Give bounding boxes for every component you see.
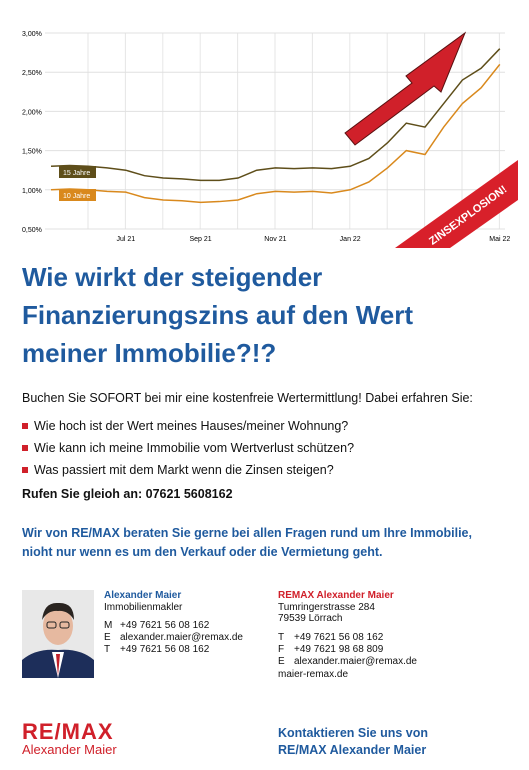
arrow — [344, 31, 467, 146]
x-tick-label: Sep 21 — [190, 236, 212, 243]
y-tick-label: 0,50% — [22, 227, 42, 234]
footer: RE/MAX Alexander Maier — [278, 743, 427, 757]
series-line — [50, 48, 501, 182]
call: Rufen Sie gleioh an: 07621 5608162 — [22, 487, 233, 501]
legend-label: 15 Jahre — [63, 170, 90, 177]
chart: 0,50% 1,00% 1,50% 2,00% 2,50% 3,00% Jul 21 Sep … — [22, 31, 518, 248]
y-tick-label: 2,50% — [22, 70, 42, 77]
headline: Wie wirkt der steigender — [22, 262, 323, 292]
footer: Kontaktieren Sie uns von — [278, 726, 429, 740]
banner — [395, 160, 518, 248]
logo: RE/MAX — [22, 719, 114, 744]
bullet: Was passiert mit dem Markt wenn die Zins… — [22, 463, 334, 477]
contact-line: T +49 7621 56 08 162 — [278, 632, 384, 643]
y-tick-label: 2,00% — [22, 109, 42, 116]
series-line — [50, 63, 501, 204]
y-tick-label: 3,00% — [22, 31, 42, 38]
x-tick-label: Mai 22 — [489, 236, 510, 243]
x-tick-label: Jan 22 — [340, 236, 361, 243]
office-web: maier-remax.de — [278, 669, 349, 680]
agent-role: Immobilienmakler — [104, 602, 183, 613]
headline: Finanzierungszins auf den Wert — [22, 300, 414, 330]
contact-line: T +49 7621 56 08 162 — [104, 644, 210, 655]
bullet: Wie hoch ist der Wert meines Hauses/mein… — [22, 419, 348, 433]
office-name: REMAX Alexander Maier — [278, 590, 394, 601]
intro: Buchen Sie SOFORT bei mir eine kostenfre… — [22, 391, 473, 405]
bullet: Wie kann ich meine Immobilie vom Wertver… — [22, 441, 354, 455]
agent-photo — [22, 590, 94, 678]
legend-swatch — [59, 166, 96, 178]
advice: Wir von RE/MAX beraten Sie gerne bei all… — [22, 526, 472, 559]
office-street: Tumringerstrasse 284 — [278, 602, 375, 613]
y-tick-label: 1,00% — [22, 188, 42, 195]
x-tick-label: Jul 21 — [116, 236, 135, 243]
office-city: 79539 Lörrach — [278, 613, 343, 624]
y-tick-label: 1,50% — [22, 149, 42, 156]
headline: meiner Immobilie?!? — [22, 338, 277, 368]
x-tick-label: Nov 21 — [264, 236, 286, 243]
contact-line: M +49 7621 56 08 162 — [104, 620, 210, 631]
contact-line: F +49 7621 98 68 809 — [278, 644, 384, 655]
agent-name: Alexander Maier — [104, 590, 182, 601]
logo-sub: Alexander Maier — [22, 742, 117, 757]
legend-label: 10 Jahre — [63, 193, 90, 200]
legend-swatch — [59, 189, 96, 201]
